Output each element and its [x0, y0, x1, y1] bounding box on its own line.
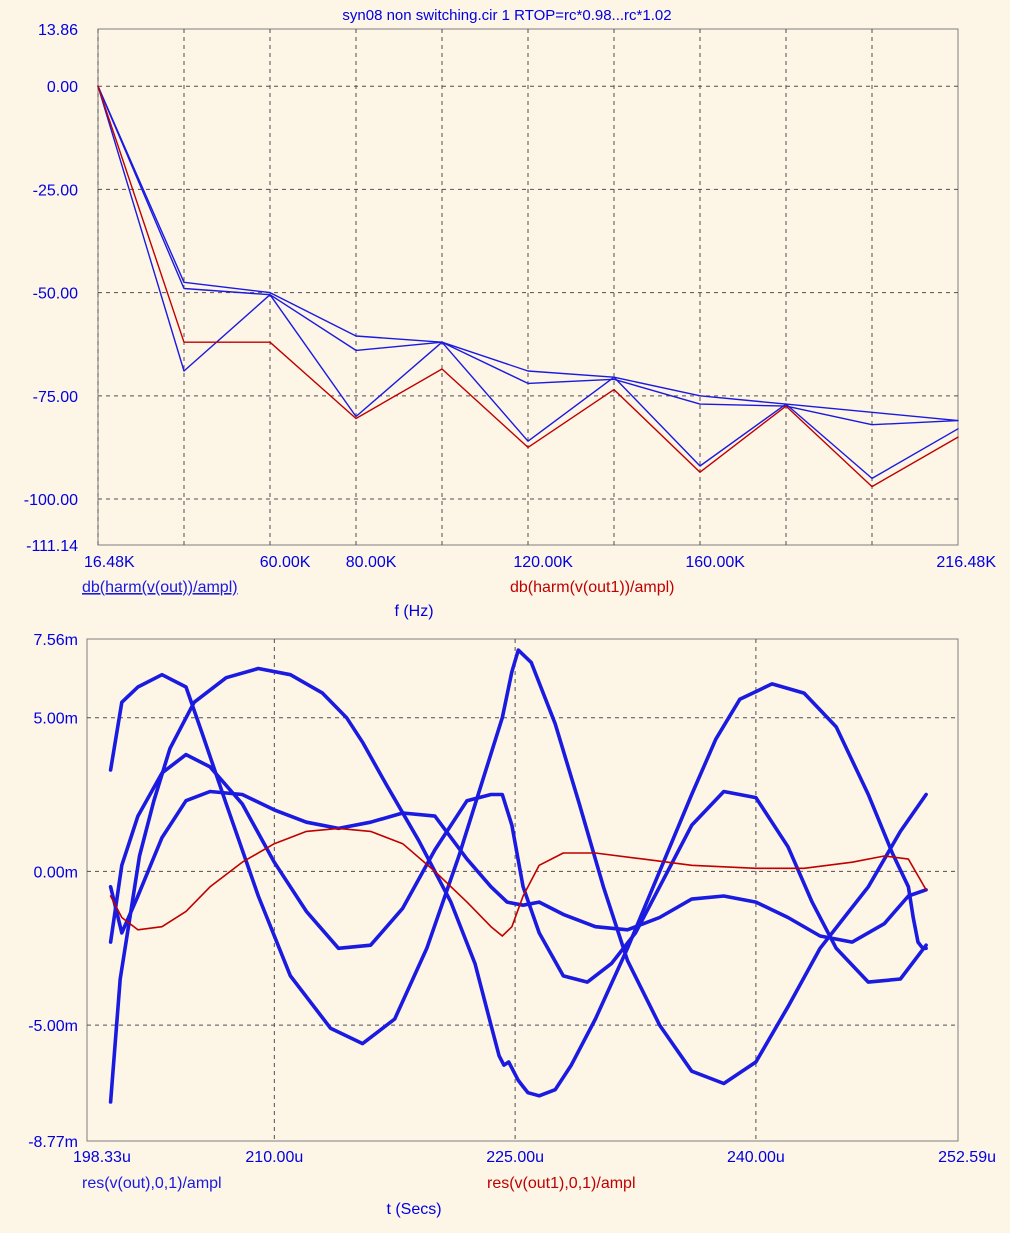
spectrum-y-tick-label: -111.14: [26, 538, 78, 555]
residual-legend: res(v(out),0,1)/ampl res(v(out1),0,1)/amp…: [82, 1175, 636, 1192]
spectrum-y-tick-label: -100.00: [24, 492, 78, 509]
residual-plot: 198.33u 210.00u 225.00u 240.00u 252.59u 7.56…: [28, 632, 996, 1218]
residual-y-tick-label: 7.56m: [34, 632, 78, 649]
residual-trace-blue-1: [108, 648, 928, 1086]
spectrum-x-tick-label: 120.00K: [513, 554, 573, 571]
residual-traces: [108, 648, 928, 1104]
residual-grid: [87, 639, 958, 1141]
residual-y-tick-label: 5.00m: [34, 711, 78, 728]
residual-trace-blue-0: [108, 666, 928, 1104]
spectrum-x-axis-label: f (Hz): [394, 603, 433, 620]
residual-legend-red: res(v(out1),0,1)/ampl: [487, 1175, 636, 1192]
spectrum-plot: 16.48K 60.00K 80.00K 120.00K 160.00K 216.48K …: [24, 22, 997, 620]
residual-x-tick-label: 198.33u: [73, 1149, 131, 1166]
residual-trace-red-4: [109, 827, 927, 937]
spectrum-x-tick-label: 80.00K: [346, 554, 397, 571]
spectrum-trace-red-3: [97, 85, 959, 488]
residual-legend-blue: res(v(out),0,1)/ampl: [82, 1175, 222, 1192]
residual-y-tick-label: -5.00m: [28, 1018, 78, 1035]
spectrum-legend: db(harm(v(out))/ampl) db(harm(v(out1))/am…: [82, 579, 674, 596]
spectrum-trace-blue-2: [97, 85, 959, 480]
residual-x-tick-label: 210.00u: [245, 1149, 303, 1166]
residual-x-ticks: 198.33u 210.00u 225.00u 240.00u 252.59u: [73, 1149, 996, 1166]
spectrum-legend-blue: db(harm(v(out))/ampl): [82, 579, 238, 596]
residual-trace-blue-3: [108, 789, 928, 944]
residual-x-axis-label: t (Secs): [386, 1201, 441, 1218]
spectrum-y-tick-label: -75.00: [33, 389, 78, 406]
spectrum-x-tick-label: 216.48K: [936, 554, 996, 571]
spectrum-legend-red: db(harm(v(out1))/ampl): [510, 579, 674, 596]
spectrum-x-tick-label: 16.48K: [84, 554, 135, 571]
spectrum-x-tick-label: 60.00K: [260, 554, 311, 571]
spectrum-x-ticks: 16.48K 60.00K 80.00K 120.00K 160.00K 216.48K: [84, 554, 996, 571]
spectrum-y-tick-label: 0.00: [47, 79, 78, 96]
spectrum-trace-blue-0: [97, 85, 959, 422]
spectrum-traces: [97, 85, 959, 488]
spectrum-trace-blue-1: [97, 85, 959, 426]
spectrum-y-tick-label: -25.00: [33, 182, 78, 199]
spectrum-x-tick-label: 160.00K: [685, 554, 745, 571]
spectrum-y-tick-label: 13.86: [38, 22, 78, 39]
residual-y-tick-label: 0.00m: [34, 864, 78, 881]
residual-y-ticks: 7.56m 5.00m 0.00m -5.00m -8.77m: [28, 632, 78, 1151]
window-title: syn08 non switching.cir 1 RTOP=rc*0.98..…: [342, 7, 671, 24]
spectrum-y-tick-label: -50.00: [33, 286, 78, 303]
residual-y-tick-label: -8.77m: [28, 1134, 78, 1151]
residual-x-tick-label: 252.59u: [938, 1149, 996, 1166]
spectrum-y-ticks: 13.86 0.00 -25.00 -50.00 -75.00 -100.00 -111.1…: [24, 22, 78, 555]
residual-x-tick-label: 240.00u: [727, 1149, 785, 1166]
residual-x-tick-label: 225.00u: [486, 1149, 544, 1166]
residual-plot-frame: [86, 638, 959, 1142]
residual-trace-blue-2: [108, 752, 928, 984]
